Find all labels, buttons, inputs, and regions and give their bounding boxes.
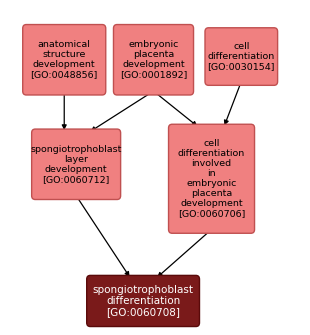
Text: anatomical
structure
development
[GO:0048856]: anatomical structure development [GO:004… (31, 40, 98, 79)
FancyBboxPatch shape (113, 24, 193, 95)
Text: cell
differentiation
[GO:0030154]: cell differentiation [GO:0030154] (208, 42, 275, 71)
Text: embryonic
placenta
development
[GO:0001892]: embryonic placenta development [GO:00018… (120, 40, 187, 79)
FancyBboxPatch shape (205, 28, 278, 85)
FancyBboxPatch shape (87, 275, 200, 327)
Text: spongiotrophoblast
layer
development
[GO:0060712]: spongiotrophoblast layer development [GO… (30, 145, 122, 184)
FancyBboxPatch shape (169, 124, 255, 233)
Text: spongiotrophoblast
differentiation
[GO:0060708]: spongiotrophoblast differentiation [GO:0… (93, 285, 194, 317)
FancyBboxPatch shape (32, 129, 121, 200)
FancyBboxPatch shape (23, 24, 106, 95)
Text: cell
differentiation
involved
in
embryonic
placenta
development
[GO:0060706]: cell differentiation involved in embryon… (178, 139, 245, 218)
